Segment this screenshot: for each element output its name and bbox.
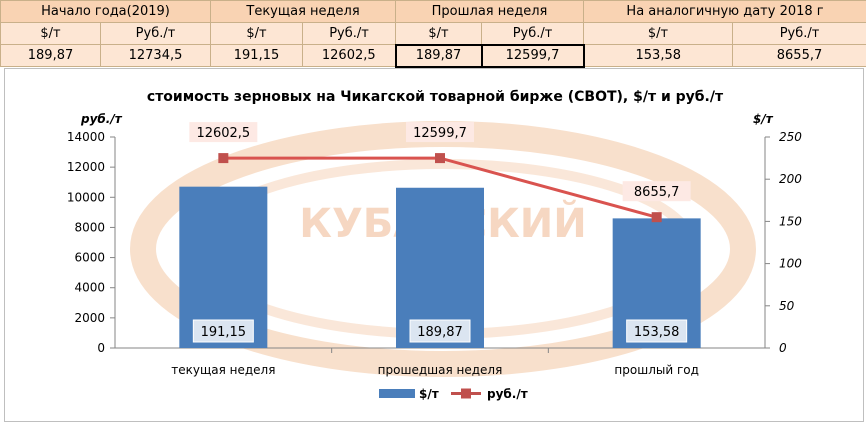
line-point[interactable] — [651, 212, 662, 223]
x-category-label: прошлый год — [614, 363, 699, 377]
line-data-label-box — [189, 122, 258, 143]
table-values-row: 189,87 12734,5 191,15 12602,5 189,87 125… — [0, 43, 866, 68]
left-axis-tick-label: 14000 — [67, 130, 105, 144]
legend-bar-label: $/т — [419, 387, 439, 401]
bar-data-label: 189,87 — [417, 325, 463, 340]
price-table: Начало года(2019) Текущая неделя Прошлая… — [0, 0, 866, 68]
left-axis: 0 2000 4000 6000 8000 10000 12000 14000 — [67, 130, 116, 355]
table-cell[interactable]: $/т — [583, 22, 734, 45]
left-axis-tick-label: 6000 — [74, 251, 105, 265]
table-cell[interactable]: Руб./т — [301, 22, 397, 45]
right-axis-tick-label: 50 — [779, 299, 795, 313]
header-start-of-year[interactable]: Начало года(2019) — [0, 0, 211, 23]
line-data-label: 12599,7 — [413, 126, 467, 141]
table-cell[interactable]: Руб./т — [481, 22, 585, 45]
chart-svg: КУБАНСКИЙ ИД стоимость зерновых на Чикаг… — [67, 89, 802, 401]
left-axis-tick-label: 4000 — [74, 281, 105, 295]
table-units-row: $/т Руб./т $/т Руб./т $/т Руб./т $/т Руб… — [0, 22, 866, 45]
left-axis-tick-label: 2000 — [74, 311, 105, 325]
legend-line-marker — [461, 388, 471, 399]
table-cell[interactable]: 189,87 — [0, 44, 101, 67]
x-category-label: прошедшая неделя — [378, 363, 503, 377]
line-point[interactable] — [218, 153, 229, 164]
line-data-label: 8655,7 — [634, 185, 680, 200]
table-cell[interactable]: 8655,7 — [732, 44, 866, 67]
left-axis-tick-label: 0 — [97, 341, 105, 355]
table-cell-selected[interactable]: 12599,7 — [480, 43, 585, 68]
left-axis-tick-label: 12000 — [67, 160, 105, 174]
table-cell[interactable]: 153,58 — [583, 44, 734, 67]
right-axis-tick-label: 0 — [779, 341, 787, 355]
chart-title: стоимость зерновых на Чикагской товарной… — [147, 89, 724, 105]
header-same-date-2018[interactable]: На аналогичную дату 2018 г — [583, 0, 866, 23]
table-cell[interactable]: 191,15 — [210, 44, 303, 67]
left-axis-tick-label: 8000 — [74, 220, 105, 234]
x-category-label: текущая неделя — [171, 363, 275, 377]
table-cell[interactable]: Руб./т — [732, 22, 866, 45]
line-data-label: 12602,5 — [196, 126, 250, 141]
bar-data-label-box — [409, 319, 471, 343]
right-axis-tick-label: 250 — [779, 130, 802, 144]
left-axis-tick-label: 10000 — [67, 190, 105, 204]
table-cell[interactable]: 12602,5 — [301, 44, 397, 67]
table-cell[interactable]: Руб./т — [100, 22, 211, 45]
legend-bar-swatch — [379, 389, 415, 398]
right-axis-tick-label: 100 — [779, 257, 802, 271]
right-axis-label: $/т — [753, 112, 774, 126]
bar-data-label-box — [192, 319, 254, 343]
right-axis: 0 50 100 150 200 250 — [764, 130, 802, 355]
table-cell[interactable]: 12734,5 — [100, 44, 211, 67]
table-cell[interactable]: $/т — [210, 22, 303, 45]
bar-data-label: 153,58 — [634, 325, 680, 340]
bar-data-label-box — [626, 319, 688, 343]
header-last-week[interactable]: Прошлая неделя — [395, 0, 585, 23]
line-data-label-box — [622, 181, 691, 202]
table-header-row: Начало года(2019) Текущая неделя Прошлая… — [0, 0, 866, 23]
right-axis-tick-label: 150 — [779, 214, 802, 228]
legend-line-label: руб./т — [487, 387, 528, 401]
right-axis-tick-label: 200 — [779, 172, 802, 186]
line-series: 12602,5 12599,7 8655,7 — [189, 122, 691, 223]
bar-series: 191,15 189,87 153,58 — [179, 186, 701, 348]
bar-data-label: 191,15 — [201, 325, 247, 340]
table-cell[interactable]: $/т — [0, 22, 101, 45]
header-current-week[interactable]: Текущая неделя — [209, 0, 397, 23]
left-axis-label: руб./т — [80, 112, 123, 126]
line-data-label-box — [406, 122, 474, 143]
chart-area[interactable]: КУБАНСКИЙ ИД стоимость зерновых на Чикаг… — [4, 68, 864, 422]
table-cell[interactable]: $/т — [395, 22, 483, 45]
legend[interactable]: $/т руб./т — [379, 387, 528, 401]
line-point[interactable] — [435, 153, 445, 164]
table-cell-selected[interactable]: 189,87 — [394, 43, 483, 68]
